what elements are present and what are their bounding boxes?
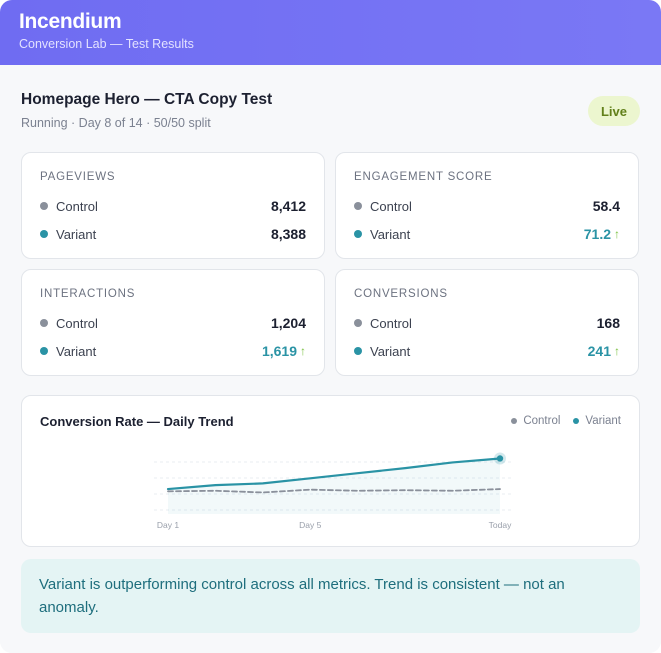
variant-value: 1,619 — [261, 343, 297, 359]
control-label: Control — [56, 198, 98, 214]
chart-legend: Control Variant — [498, 415, 621, 427]
metric-title: INTERACTIONS — [40, 288, 136, 300]
metric-row-control: Control 8,412 — [40, 192, 306, 220]
legend-item-control: Control — [511, 415, 560, 427]
metric-row-control: Control 168 — [354, 309, 620, 337]
trend-chart: Day 1 Day 5 Today — [154, 452, 512, 530]
x-tick-label: Day 1 — [157, 520, 179, 530]
control-value: 58.4 — [592, 198, 620, 214]
legend-dot-icon — [511, 418, 518, 424]
variant-label: Variant — [56, 343, 97, 359]
control-value: 8,412 — [270, 198, 306, 214]
variant-endpoint — [496, 455, 504, 462]
variant-label: Variant — [370, 343, 411, 359]
variant-label: Variant — [370, 226, 411, 242]
metric-row-variant: Variant 241 ↑ — [354, 337, 620, 365]
page-subtitle: Conversion Lab — Test Results — [19, 37, 194, 51]
test-title: Homepage Hero — CTA Copy Test — [21, 91, 273, 108]
metric-row-control: Control 58.4 — [354, 192, 620, 220]
legend-label: Control — [523, 415, 561, 427]
series-line-control — [167, 488, 501, 494]
metric-title: PAGEVIEWS — [40, 171, 116, 183]
variant-dot-icon — [354, 347, 362, 355]
variant-dot-icon — [40, 230, 48, 238]
metric-card-pageviews: PAGEVIEWS Control 8,412 Variant 8,388 — [21, 152, 325, 259]
x-tick-label: Today — [489, 520, 512, 530]
metric-row-variant: Variant 1,619 ↑ — [40, 337, 306, 365]
control-label: Control — [370, 315, 412, 331]
metric-card-conversions: CONVERSIONS Control 168 Variant 241 ↑ — [335, 269, 639, 376]
series-line-variant — [166, 457, 502, 491]
metric-row-control: Control 1,204 — [40, 309, 306, 337]
legend-item-variant: Variant — [573, 415, 621, 427]
metric-card-engagement: ENGAGEMENT SCORE Control 58.4 Variant 71… — [335, 152, 639, 259]
app-header: Incendium Conversion Lab — Test Results — [0, 0, 661, 65]
trend-up-icon: ↑ — [300, 344, 306, 358]
variant-value: 241 — [587, 343, 611, 359]
control-label: Control — [370, 198, 412, 214]
control-value: 168 — [596, 315, 620, 331]
metrics-grid: PAGEVIEWS Control 8,412 Variant 8,388 EN… — [21, 152, 640, 376]
metric-title: ENGAGEMENT SCORE — [354, 171, 493, 183]
variant-dot-icon — [354, 230, 362, 238]
trend-chart-card: Day 1 Day 5 Today Conversion Rate — Daily … — [21, 395, 640, 547]
chart-title: Conversion Rate — Daily Trend — [40, 414, 234, 429]
metric-card-interactions: INTERACTIONS Control 1,204 Variant 1,619… — [21, 269, 325, 376]
insight-callout: Variant is outperforming control across … — [21, 559, 640, 633]
metric-title: CONVERSIONS — [354, 288, 448, 300]
control-label: Control — [56, 315, 98, 331]
control-dot-icon — [354, 202, 362, 210]
variant-label: Variant — [56, 226, 97, 242]
control-dot-icon — [40, 202, 48, 210]
x-tick-label: Day 5 — [299, 520, 321, 530]
legend-dot-icon — [573, 418, 580, 424]
metric-row-variant: Variant 8,388 — [40, 220, 306, 248]
control-dot-icon — [354, 319, 362, 327]
status-badge: Live — [588, 96, 640, 126]
test-meta: Running · Day 8 of 14 · 50/50 split — [21, 116, 211, 130]
variant-value: 71.2 — [583, 226, 611, 242]
trend-up-icon: ↑ — [614, 227, 620, 241]
main-content: Homepage Hero — CTA Copy Test Running · … — [0, 65, 661, 653]
metric-row-variant: Variant 71.2 ↑ — [354, 220, 620, 248]
brand-logo: Incendium — [19, 10, 122, 33]
legend-label: Variant — [585, 415, 621, 427]
test-header: Homepage Hero — CTA Copy Test Running · … — [21, 65, 640, 152]
control-value: 1,204 — [270, 315, 306, 331]
variant-value: 8,388 — [270, 226, 306, 242]
variant-area — [168, 458, 500, 514]
variant-dot-icon — [40, 347, 48, 355]
trend-up-icon: ↑ — [614, 344, 620, 358]
control-dot-icon — [40, 319, 48, 327]
